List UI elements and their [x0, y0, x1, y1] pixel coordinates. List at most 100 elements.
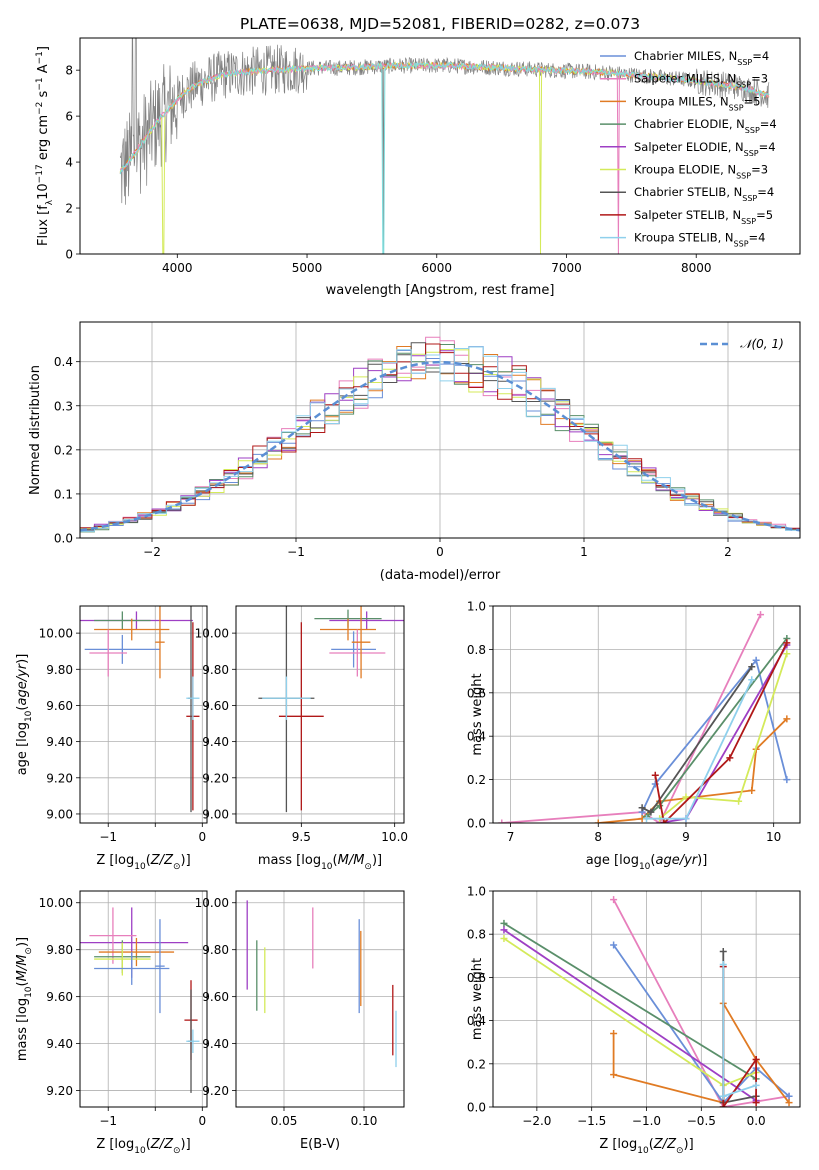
- x-tick-label: 10: [766, 830, 781, 844]
- age_vs_mass-plot-area: [236, 606, 404, 823]
- y-tick-label: 0.4: [54, 355, 73, 369]
- weight-marker: [651, 771, 659, 779]
- y-tick-label: 0.6: [467, 971, 486, 985]
- age_vs_mass-panel: 9.5 10.0 9.00 9.20 9.40 9.60 9.80 10.00 mass [lo…: [195, 605, 408, 872]
- y-tick-label: 0.1: [54, 487, 73, 501]
- y-tick-label: 0.8: [467, 928, 486, 942]
- errorbar-point: [155, 919, 165, 1014]
- x-axis-label: Z [log10(Z/Z⊙)]: [599, 1137, 693, 1156]
- weight-marker: [660, 819, 668, 823]
- x-tick-label: −2.0: [522, 1114, 551, 1128]
- weight-marker: [682, 793, 690, 801]
- weight-marker: [748, 663, 756, 671]
- legend-label: Kroupa STELIB, NSSP=4: [634, 231, 765, 249]
- weight-line: [654, 642, 788, 823]
- weight-marker: [719, 960, 727, 968]
- x-tick-label: −2: [143, 545, 161, 559]
- legend-item: Kroupa MILES, NSSP=5: [600, 94, 760, 112]
- weight-marker: [752, 1081, 760, 1089]
- weight-line: [612, 899, 790, 1107]
- weight-marker: [726, 754, 734, 762]
- legend-item: Salpeter STELIB, NSSP=5: [600, 208, 773, 225]
- weight-marker: [783, 650, 791, 658]
- legend-item: Salpeter MILES, NSSP=3: [600, 72, 768, 90]
- weight-line: [641, 658, 788, 813]
- weight-marker: [785, 1092, 793, 1100]
- x-tick-label: 0: [198, 830, 206, 844]
- legend-label: Salpeter ELODIE, NSSP=4: [634, 140, 776, 158]
- errorbar-point: [329, 611, 404, 630]
- errorbar-point: [89, 629, 128, 677]
- errorbar-point: [84, 634, 160, 664]
- errorbar-point: [94, 942, 151, 976]
- weight-marker: [752, 1099, 760, 1107]
- weight-marker: [719, 1092, 727, 1100]
- errorbar-point: [320, 618, 376, 641]
- y-tick-label: 9.20: [46, 771, 73, 785]
- x-tick-label: 7000: [551, 261, 582, 275]
- errorbar-point: [98, 937, 175, 967]
- y-tick-label: 8: [65, 64, 73, 78]
- x-tick-label: 0.0: [747, 1114, 766, 1128]
- legend-label: Salpeter MILES, NSSP=3: [634, 72, 768, 90]
- y-tick-label: 0.0: [467, 817, 486, 831]
- y-tick-label: 9.80: [202, 943, 229, 957]
- legend-item: Kroupa STELIB, NSSP=4: [600, 231, 765, 249]
- y-tick-label: 0.3: [54, 399, 73, 413]
- spectrum-model-line-model_cyan: [119, 61, 770, 254]
- y-tick-label: 10.00: [195, 896, 229, 910]
- y-tick-label: 10.00: [39, 896, 73, 910]
- y-tick-label: 0.0: [54, 532, 73, 546]
- weight-line: [598, 718, 788, 823]
- mass_vs_ebv-panel: 0.05 0.10 9.20 9.40 9.60 9.80 10.00 E(B-V): [195, 890, 405, 1152]
- x-tick-label: −1.0: [632, 1114, 661, 1128]
- weight-marker: [748, 676, 756, 684]
- y-tick-label: 9.80: [46, 663, 73, 677]
- errorbar-point: [331, 631, 376, 668]
- x-tick-label: 8: [594, 830, 602, 844]
- weight-series: [638, 663, 756, 816]
- weight-marker: [610, 1030, 618, 1038]
- legend-label: Chabrier ELODIE, NSSP=4: [634, 117, 777, 135]
- x-tick-label: 4000: [162, 261, 193, 275]
- legend-label: 𝒩(0, 1): [740, 337, 784, 351]
- x-tick-label: −1: [99, 1114, 117, 1128]
- weight-marker: [785, 1099, 793, 1107]
- x-tick-label: −1: [287, 545, 305, 559]
- weight-series: [719, 960, 760, 1100]
- y-tick-label: 0: [65, 248, 73, 262]
- x-tick-label: 0: [436, 545, 444, 559]
- x-tick-label: 0: [198, 1114, 206, 1128]
- age_vs_Z-panel: −1 0 9.00 9.20 9.40 9.60 9.80 10.00 Z [log10(Z/Z…: [15, 605, 208, 872]
- y-tick-label: 0.4: [467, 730, 486, 744]
- weight-marker: [610, 1071, 618, 1079]
- x-tick-label: −0.5: [687, 1114, 716, 1128]
- x-tick-label: 6000: [421, 261, 452, 275]
- histogram-salpeter_stelib: [80, 343, 800, 538]
- x-axis-label: Z [log10(Z/Z⊙)]: [96, 853, 190, 872]
- weight-marker: [719, 947, 727, 955]
- weight_vs_Z-plot-area: [493, 891, 800, 1107]
- x-axis-label: mass [log10(M/M⊙)]: [258, 853, 382, 872]
- figure-title: PLATE=0638, MJD=52081, FIBERID=0282, z=0…: [240, 15, 640, 33]
- weight-marker: [610, 896, 618, 904]
- weight-marker: [500, 926, 508, 934]
- errorbar-point: [89, 907, 137, 964]
- x-tick-label: 10.0: [381, 830, 408, 844]
- weight-marker: [638, 804, 646, 812]
- weight-marker: [735, 797, 743, 805]
- y-axis-label: mass weight: [470, 673, 485, 755]
- residuals-plot-area: [80, 322, 800, 538]
- errorbar-point: [94, 611, 151, 630]
- age_vs_Z-plot-area: [80, 606, 207, 823]
- y-tick-label: 0.0: [467, 1101, 486, 1115]
- y-tick-label: 0.2: [467, 773, 486, 787]
- x-tick-label: −1.5: [577, 1114, 606, 1128]
- residuals-frame: [79, 321, 801, 539]
- y-tick-label: 9.60: [46, 990, 73, 1004]
- y-axis-label: Normed distribution: [28, 365, 43, 495]
- spectrum-model-line-salpeter_miles: [119, 61, 770, 254]
- spectrum-model-line-kroupa_elodie: [119, 61, 770, 254]
- y-tick-label: 0.2: [54, 443, 73, 457]
- y-tick-label: 10.00: [39, 627, 73, 641]
